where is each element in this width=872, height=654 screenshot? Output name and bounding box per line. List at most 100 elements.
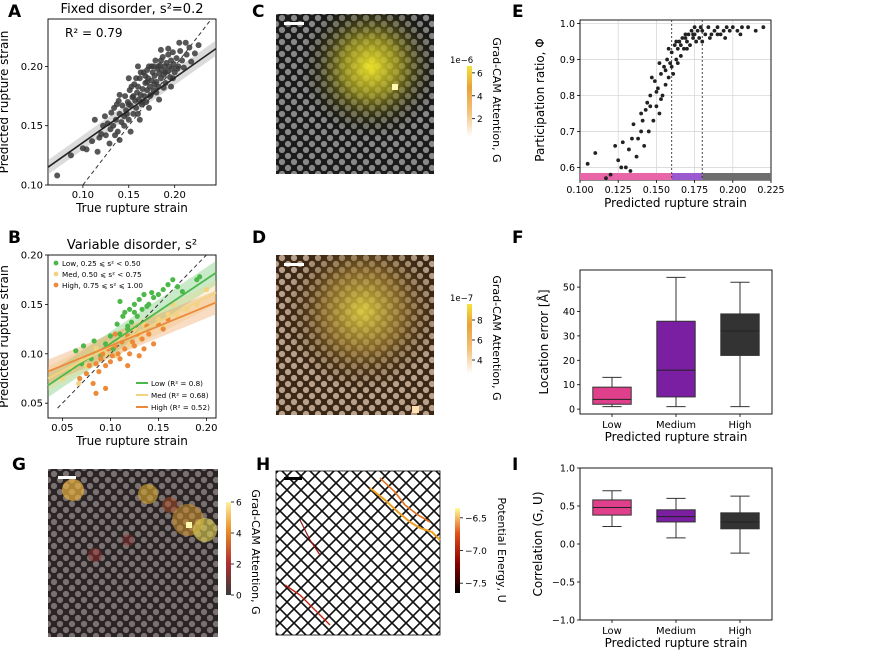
panel-d-scale-bar [284,263,304,266]
data-point-low [175,284,181,290]
data-point [604,176,608,181]
data-point-low [107,333,113,339]
x-tick-label: 0.175 [681,185,708,196]
data-point [709,32,714,37]
data-point [137,69,144,76]
data-point [151,81,158,88]
y-axis-label: Location error [Å] [536,289,551,394]
data-point [133,75,140,82]
colorbar-tick-label: −7.0 [465,547,487,557]
x-tick-label: Low [602,626,622,637]
data-point-high [86,363,92,369]
data-point [686,32,691,37]
data-point [691,36,695,40]
data-point [685,46,689,51]
y-tick-label: 0 [569,405,575,416]
data-point [156,96,163,103]
data-point [715,25,720,30]
data-point-low [125,323,131,329]
colorbar-tick-label: 8 [477,317,483,327]
data-point [630,136,634,141]
data-point [98,131,105,138]
data-point-low [122,309,128,315]
panel-c-scale-bar [284,22,304,25]
data-point-low [80,343,87,349]
y-axis-label: Correlation (G, U) [531,491,545,596]
x-tick-label: 0.15 [118,190,140,201]
data-point [727,28,732,33]
data-point-high [146,331,152,337]
panel-h-colorbar [455,508,460,593]
data-point-high [125,363,131,369]
chart-title: Variable disorder, s² [67,238,197,253]
data-point [706,25,711,30]
data-point [173,55,180,62]
identity-line [57,254,207,409]
data-point [663,82,668,87]
y-tick-label: 0.9 [560,55,575,66]
data-point [660,93,665,98]
data-point [125,101,132,108]
data-point [669,64,674,69]
y-tick-label: 0.7 [560,127,575,138]
data-point [703,32,708,37]
data-point-low [149,289,155,296]
data-point [642,143,647,148]
data-point-high [100,351,106,357]
panel-c-colorbar [467,66,472,137]
data-point [121,122,128,129]
y-axis-label: Predicted rupture strain [0,31,11,174]
data-point [180,64,187,71]
data-point-high [160,326,166,332]
data-point-low [141,291,147,298]
colorbar-tick-label: 2 [236,561,242,571]
data-point [700,39,705,44]
data-point [656,86,660,91]
panel-letter-i: I [512,455,518,475]
data-point-high [131,343,137,349]
y-tick-label: 50 [563,283,575,294]
data-point [685,39,689,44]
data-point [128,83,135,90]
data-point [101,113,108,120]
data-point [157,46,164,53]
data-point [718,32,723,37]
x-tick-label: 0.150 [643,185,670,196]
y-tick-label: 0.15 [21,121,43,132]
panel-letter-f: F [512,228,524,248]
legend-entry: Med, 0.50 ⩽ s² < 0.75 [62,270,142,279]
data-point [67,152,74,159]
data-point [697,36,702,40]
y-tick-label: 30 [563,331,575,342]
data-point [145,104,152,111]
data-point-low [131,309,137,315]
legend-entry: Low (R² = 0.8) [151,379,203,388]
x-tick-label: 0.200 [719,185,746,196]
data-point [144,66,151,73]
panel-h-colorbar-ticks: −6.5 −7.0 −7.5 [460,514,487,590]
data-point [122,93,129,100]
data-point [151,72,158,79]
data-point [662,64,666,69]
data-point [89,138,96,145]
panel-g-scale-bar [58,476,76,479]
x-tick-label: Medium [656,626,696,637]
data-point [195,42,202,49]
panel-letter-e: E [512,2,524,22]
data-point [130,93,137,100]
y-tick-label: −0.5 [552,578,575,589]
y-axis-label: Participation ratio, Φ [533,38,547,161]
data-point-low [134,313,140,319]
data-point [626,147,631,152]
y-tick-label: 40 [563,307,575,318]
data-point-low [197,274,203,280]
data-point [182,39,189,46]
data-point [715,32,720,37]
data-point [139,99,146,105]
data-point [144,78,151,85]
data-point [761,25,766,30]
data-point [174,65,181,72]
strain-band [702,173,771,180]
data-point [616,158,621,163]
